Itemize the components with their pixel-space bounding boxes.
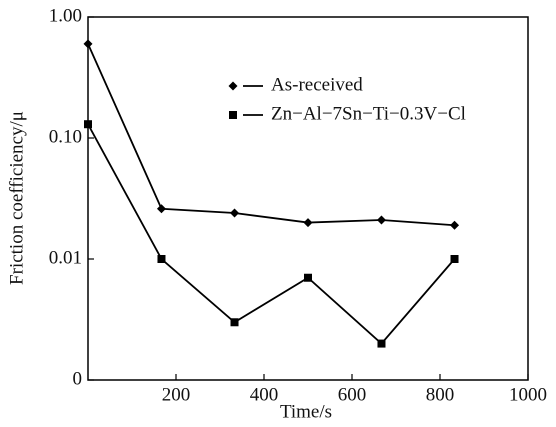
marker xyxy=(376,215,386,225)
marker xyxy=(377,339,386,348)
marker xyxy=(157,255,166,263)
x-axis-label: Time/s xyxy=(280,401,332,422)
x-tick-label: 800 xyxy=(426,384,455,405)
marker xyxy=(230,208,240,218)
plot-frame xyxy=(87,16,529,381)
y-tick-label: 0.10 xyxy=(49,126,82,147)
marker xyxy=(450,220,460,230)
marker xyxy=(229,111,237,119)
series-line xyxy=(87,123,456,345)
y-tick-label: 0 xyxy=(73,368,83,389)
marker xyxy=(450,255,459,263)
marker xyxy=(304,273,312,282)
legend-label: Zn−Al−7Sn−Ti−0.3V−Cl xyxy=(271,103,466,124)
legend-label: As-received xyxy=(271,74,363,95)
marker xyxy=(230,318,239,327)
x-tick-label: 200 xyxy=(162,384,191,405)
marker xyxy=(84,120,92,129)
series-line xyxy=(87,43,455,227)
x-tick-label: 400 xyxy=(250,384,279,405)
marker xyxy=(83,39,93,49)
marker xyxy=(303,218,313,228)
y-axis-label: Friction coefficiency/μ xyxy=(6,111,27,285)
marker xyxy=(228,81,238,91)
x-tick-label: 600 xyxy=(338,384,367,405)
y-tick-label: 1.00 xyxy=(49,5,82,26)
y-tick-label: 0.01 xyxy=(49,247,82,268)
x-tick-label: 1000 xyxy=(509,384,547,405)
marker xyxy=(156,204,166,214)
